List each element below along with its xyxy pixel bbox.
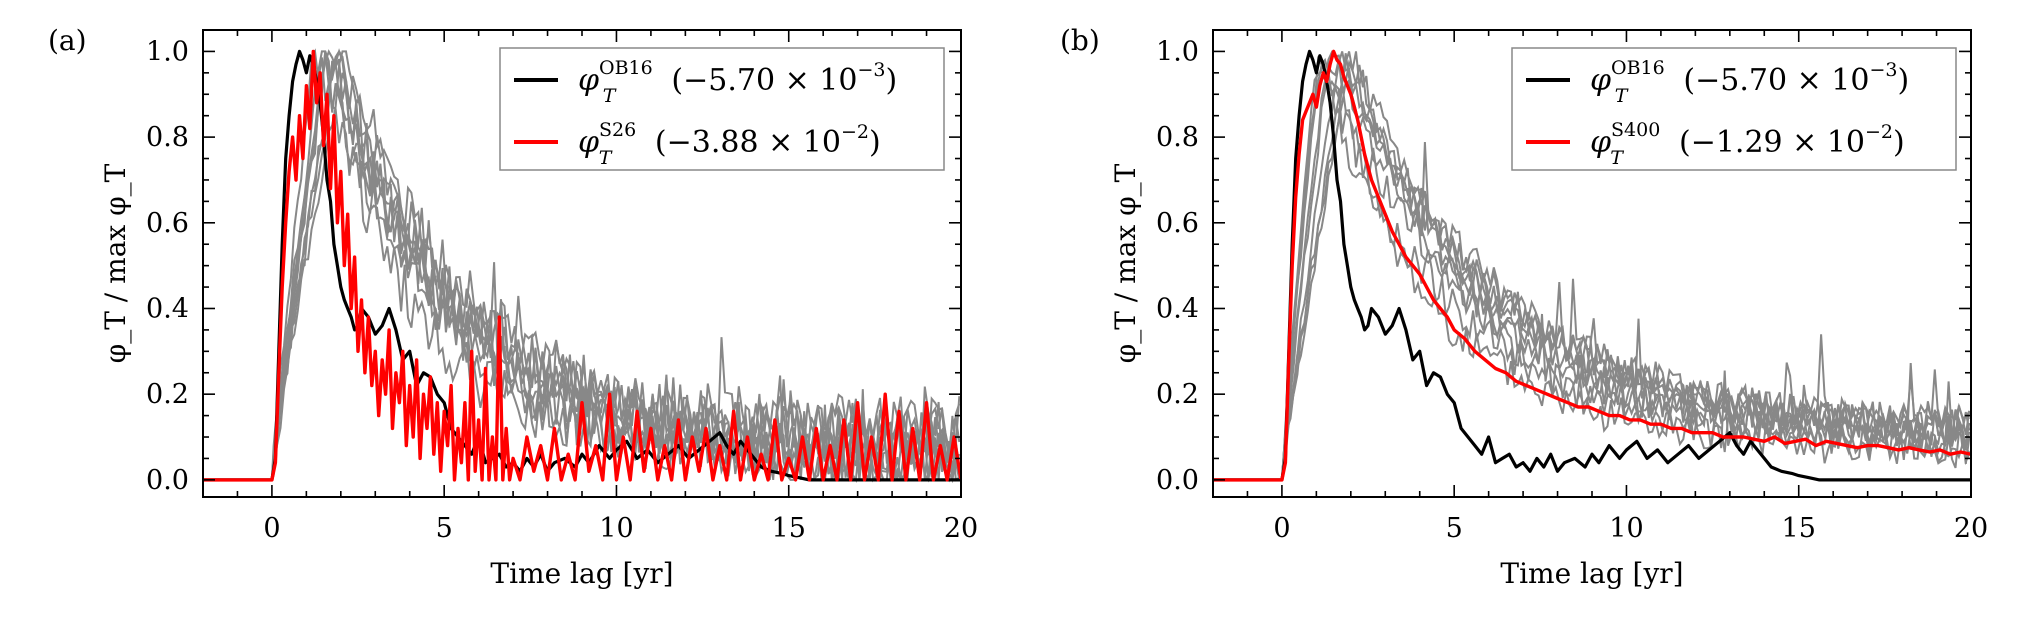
panel-a: (a) 0 5 10 15 20 0.0 0.2 0.4 0.6 0.8 1.0 Time lag [y… [48,24,978,590]
ensemble-line-7 [203,48,961,481]
y-tick-label: 0.6 [1156,208,1199,239]
ensemble-line-7 [1213,51,1971,481]
series-line-model [203,49,961,482]
y-tick-label: 0.4 [146,293,189,324]
y-tick-label: 0.8 [1156,122,1199,153]
ensemble-line-8 [1213,50,1971,481]
series-line-reference [1213,49,1971,482]
y-tick-label: 0.2 [1156,379,1199,410]
y-tick-label: 1.0 [146,36,189,67]
y-tick-label: 0.4 [1156,293,1199,324]
plot-area [1213,49,1971,482]
y-tick-label: 0.8 [146,122,189,153]
series-line-model [1213,49,1971,482]
y-axis-label: φ_T / max φ_T [1109,163,1142,363]
y-tick-label: 0.0 [146,465,189,496]
x-tick-label: 0 [263,513,280,544]
x-axis-label: Time lag [yr] [1500,557,1683,590]
legend-entry: φOB16 T (−5.70 × 10−3) [1590,57,1909,107]
legend: φOB16 T (−5.70 × 10−3) φS26 T (−3.88 × 10−2) [499,47,945,171]
y-tick-label: 0.0 [1156,465,1199,496]
panel-label: (a) [48,24,87,57]
y-tick-label: 0.2 [146,379,189,410]
x-tick-label: 10 [599,513,633,544]
x-tick-label: 15 [772,513,806,544]
panel-b: (b) 0 5 10 15 20 0.0 0.2 0.4 0.6 0.8 1.0 Time lag [y… [1060,24,1988,590]
legend-entry: φS400 T (−1.29 × 10−2) [1590,119,1905,169]
plot-area [203,48,961,484]
legend-box [1511,47,1957,171]
x-tick-label: 20 [1954,513,1988,544]
legend: φOB16 T (−5.70 × 10−3) φS400 T (−1.29 × 10−2) [1511,47,1957,171]
panel-label: (b) [1060,24,1100,57]
y-tick-label: 1.0 [1156,36,1199,67]
legend-box [499,47,945,171]
x-axis-label: Time lag [yr] [490,557,673,590]
x-tick-label: 20 [944,513,978,544]
x-tick-label: 15 [1782,513,1816,544]
legend-entry: φS26 T (−3.88 × 10−2) [578,119,881,169]
x-tick-label: 5 [1446,513,1463,544]
x-tick-label: 10 [1609,513,1643,544]
y-axis-label: φ_T / max φ_T [99,163,132,363]
legend-entry: φOB16 T (−5.70 × 10−3) [578,57,897,107]
x-tick-label: 0 [1273,513,1290,544]
x-tick-label: 5 [436,513,453,544]
y-tick-label: 0.6 [146,208,189,239]
